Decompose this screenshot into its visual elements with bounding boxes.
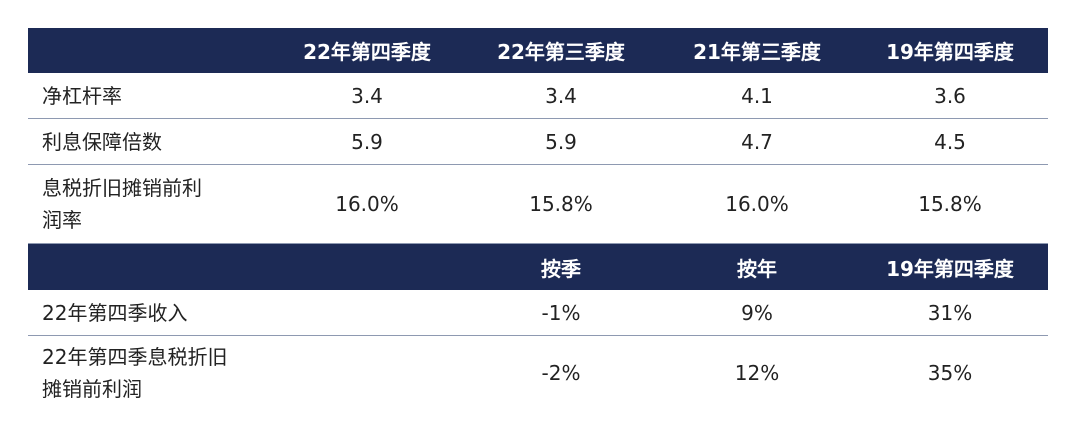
header-cell: 按季 — [541, 256, 581, 281]
value-cell: 9% — [741, 300, 773, 325]
header-row: 按季 按年 19年第四季度 — [28, 244, 1048, 290]
value-cell: -2% — [541, 361, 581, 385]
value-cell: 4.1 — [741, 83, 773, 108]
table-row: 22年第四季息税折旧 摊销前利润 -2% 12% 35% — [28, 336, 1048, 410]
row-label-line: 润率 — [42, 208, 82, 232]
header-cell: 19年第四季度 — [886, 256, 1014, 281]
value-cell: 4.7 — [741, 129, 773, 154]
value-cell: 5.9 — [351, 129, 383, 154]
row-label-line: 22年第四季收入 — [42, 300, 188, 325]
header-cell: 21年第三季度 — [693, 40, 821, 64]
table-row: 净杠杆率 3.4 3.4 4.1 3.6 — [28, 73, 1048, 119]
header-cell: 19年第四季度 — [886, 40, 1014, 64]
table-row: 息税折旧摊销前利 润率 16.0% 15.8% 16.0% 15.8% — [28, 165, 1048, 244]
row-label: 净杠杆率 — [42, 80, 122, 112]
table-row: 利息保障倍数 5.9 5.9 4.7 4.5 — [28, 119, 1048, 165]
value-cell: 4.5 — [934, 129, 966, 154]
value-cell: 3.4 — [545, 83, 577, 108]
value-cell: 5.9 — [545, 129, 577, 154]
value-cell: 12% — [734, 361, 780, 385]
value-cell: 3.6 — [934, 83, 966, 108]
value-cell: 31% — [927, 300, 973, 325]
row-label: 息税折旧摊销前利 润率 — [42, 172, 202, 236]
header-cell: 22年第三季度 — [497, 40, 625, 64]
row-label-line: 摊销前利润 — [42, 377, 142, 401]
value-cell: 35% — [927, 361, 973, 385]
table-row: 22年第四季收入 -1% 9% 31% — [28, 290, 1048, 336]
row-label: 22年第四季息税折旧 摊销前利润 — [42, 341, 227, 405]
row-label-line: 净杠杆率 — [42, 83, 122, 108]
value-cell: 3.4 — [351, 83, 383, 108]
row-label-line: 22年第四季息税折旧 — [42, 345, 228, 369]
header-cell: 22年第四季度 — [303, 40, 431, 64]
header-cell: 按年 — [737, 256, 777, 281]
row-label-line: 利息保障倍数 — [42, 129, 162, 154]
value-cell: -1% — [541, 300, 581, 325]
row-label: 利息保障倍数 — [42, 126, 162, 158]
value-cell: 16.0% — [335, 192, 399, 216]
value-cell: 15.8% — [529, 192, 593, 216]
value-cell: 15.8% — [918, 192, 982, 216]
row-label: 22年第四季收入 — [42, 297, 187, 329]
header-row: 22年第四季度 22年第三季度 21年第三季度 19年第四季度 — [28, 28, 1048, 73]
value-cell: 16.0% — [725, 192, 789, 216]
row-label-line: 息税折旧摊销前利 — [42, 176, 202, 200]
